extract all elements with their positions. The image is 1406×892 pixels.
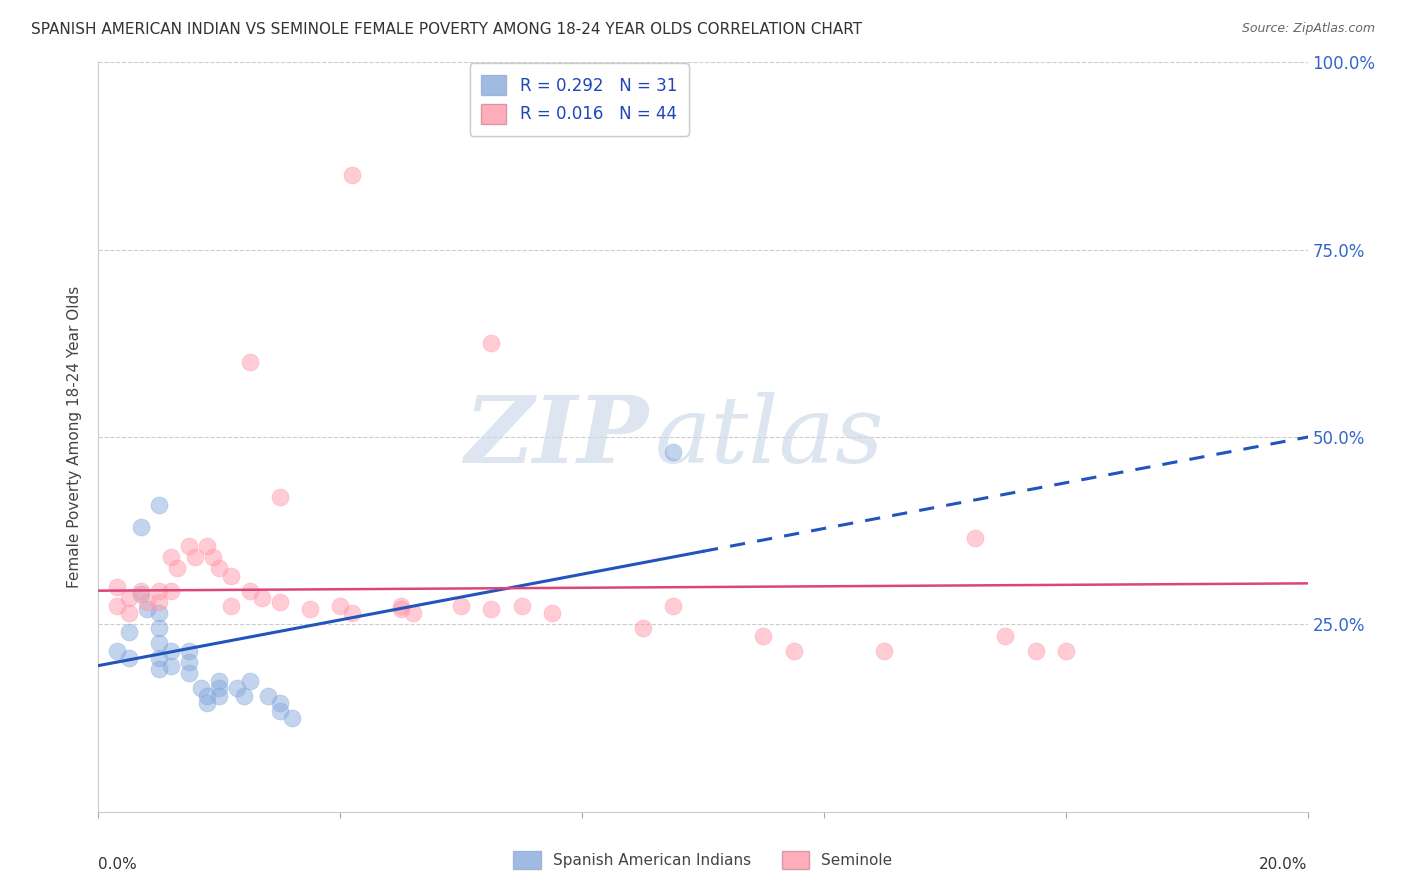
Point (510, 599, 533, 613)
Point (752, 629, 775, 643)
Point (129, 587, 152, 601)
Point (105, 599, 128, 613)
Point (342, 606, 364, 620)
Point (160, 549, 183, 564)
Point (232, 689, 254, 703)
Point (179, 539, 201, 553)
Point (208, 689, 231, 703)
Point (105, 643, 128, 657)
Point (389, 599, 412, 613)
Point (179, 643, 201, 657)
Point (269, 595, 291, 609)
Legend: R = 0.292   N = 31, R = 0.016   N = 44: R = 0.292 N = 31, R = 0.016 N = 44 (470, 63, 689, 136)
Point (239, 583, 262, 598)
Point (148, 606, 170, 620)
Point (105, 580, 128, 594)
Point (873, 643, 896, 657)
Point (281, 711, 304, 725)
Text: atlas: atlas (655, 392, 884, 482)
Point (184, 549, 207, 564)
Text: 0.0%: 0.0% (98, 856, 138, 871)
Point (208, 681, 231, 695)
Point (299, 602, 322, 616)
Point (329, 599, 352, 613)
Point (118, 591, 141, 606)
Point (269, 490, 291, 504)
Point (135, 602, 157, 616)
Point (179, 655, 201, 669)
Point (221, 568, 243, 582)
Text: ZIP: ZIP (464, 392, 648, 482)
Point (148, 498, 170, 512)
Point (994, 629, 1017, 643)
Point (239, 355, 262, 369)
Point (250, 591, 273, 606)
Point (148, 595, 170, 609)
Point (450, 599, 472, 613)
Point (208, 561, 231, 575)
Text: Source: ZipAtlas.com: Source: ZipAtlas.com (1241, 22, 1375, 36)
Point (269, 704, 291, 718)
Point (160, 643, 183, 657)
Point (481, 336, 503, 351)
Point (661, 445, 683, 459)
Point (1024, 643, 1046, 657)
Point (221, 599, 243, 613)
Point (661, 599, 683, 613)
Point (129, 583, 152, 598)
Point (481, 602, 503, 616)
Point (540, 606, 562, 620)
Point (148, 662, 170, 676)
Point (208, 673, 231, 688)
Point (148, 651, 170, 665)
Point (118, 651, 141, 665)
Point (1054, 643, 1077, 657)
Point (402, 606, 425, 620)
Y-axis label: Female Poverty Among 18-24 Year Olds: Female Poverty Among 18-24 Year Olds (67, 286, 83, 588)
Text: 20.0%: 20.0% (1260, 856, 1308, 871)
Point (239, 673, 262, 688)
Point (148, 583, 170, 598)
Point (226, 681, 249, 695)
Point (166, 561, 188, 575)
Point (118, 624, 141, 639)
Point (129, 520, 152, 534)
Point (195, 689, 218, 703)
Point (783, 643, 806, 657)
Point (269, 696, 291, 710)
Point (135, 595, 157, 609)
Point (160, 658, 183, 673)
Point (202, 549, 225, 564)
Point (256, 689, 278, 703)
Point (148, 621, 170, 635)
Point (160, 583, 183, 598)
Point (118, 606, 141, 620)
Point (195, 539, 218, 553)
Point (631, 621, 654, 635)
Legend: Spanish American Indians, Seminole: Spanish American Indians, Seminole (508, 845, 898, 875)
Point (179, 666, 201, 681)
Text: SPANISH AMERICAN INDIAN VS SEMINOLE FEMALE POVERTY AMONG 18-24 YEAR OLDS CORRELA: SPANISH AMERICAN INDIAN VS SEMINOLE FEMA… (31, 22, 862, 37)
Point (195, 696, 218, 710)
Point (148, 636, 170, 650)
Point (389, 602, 412, 616)
Point (190, 681, 212, 695)
Point (342, 168, 364, 182)
Point (965, 531, 987, 545)
